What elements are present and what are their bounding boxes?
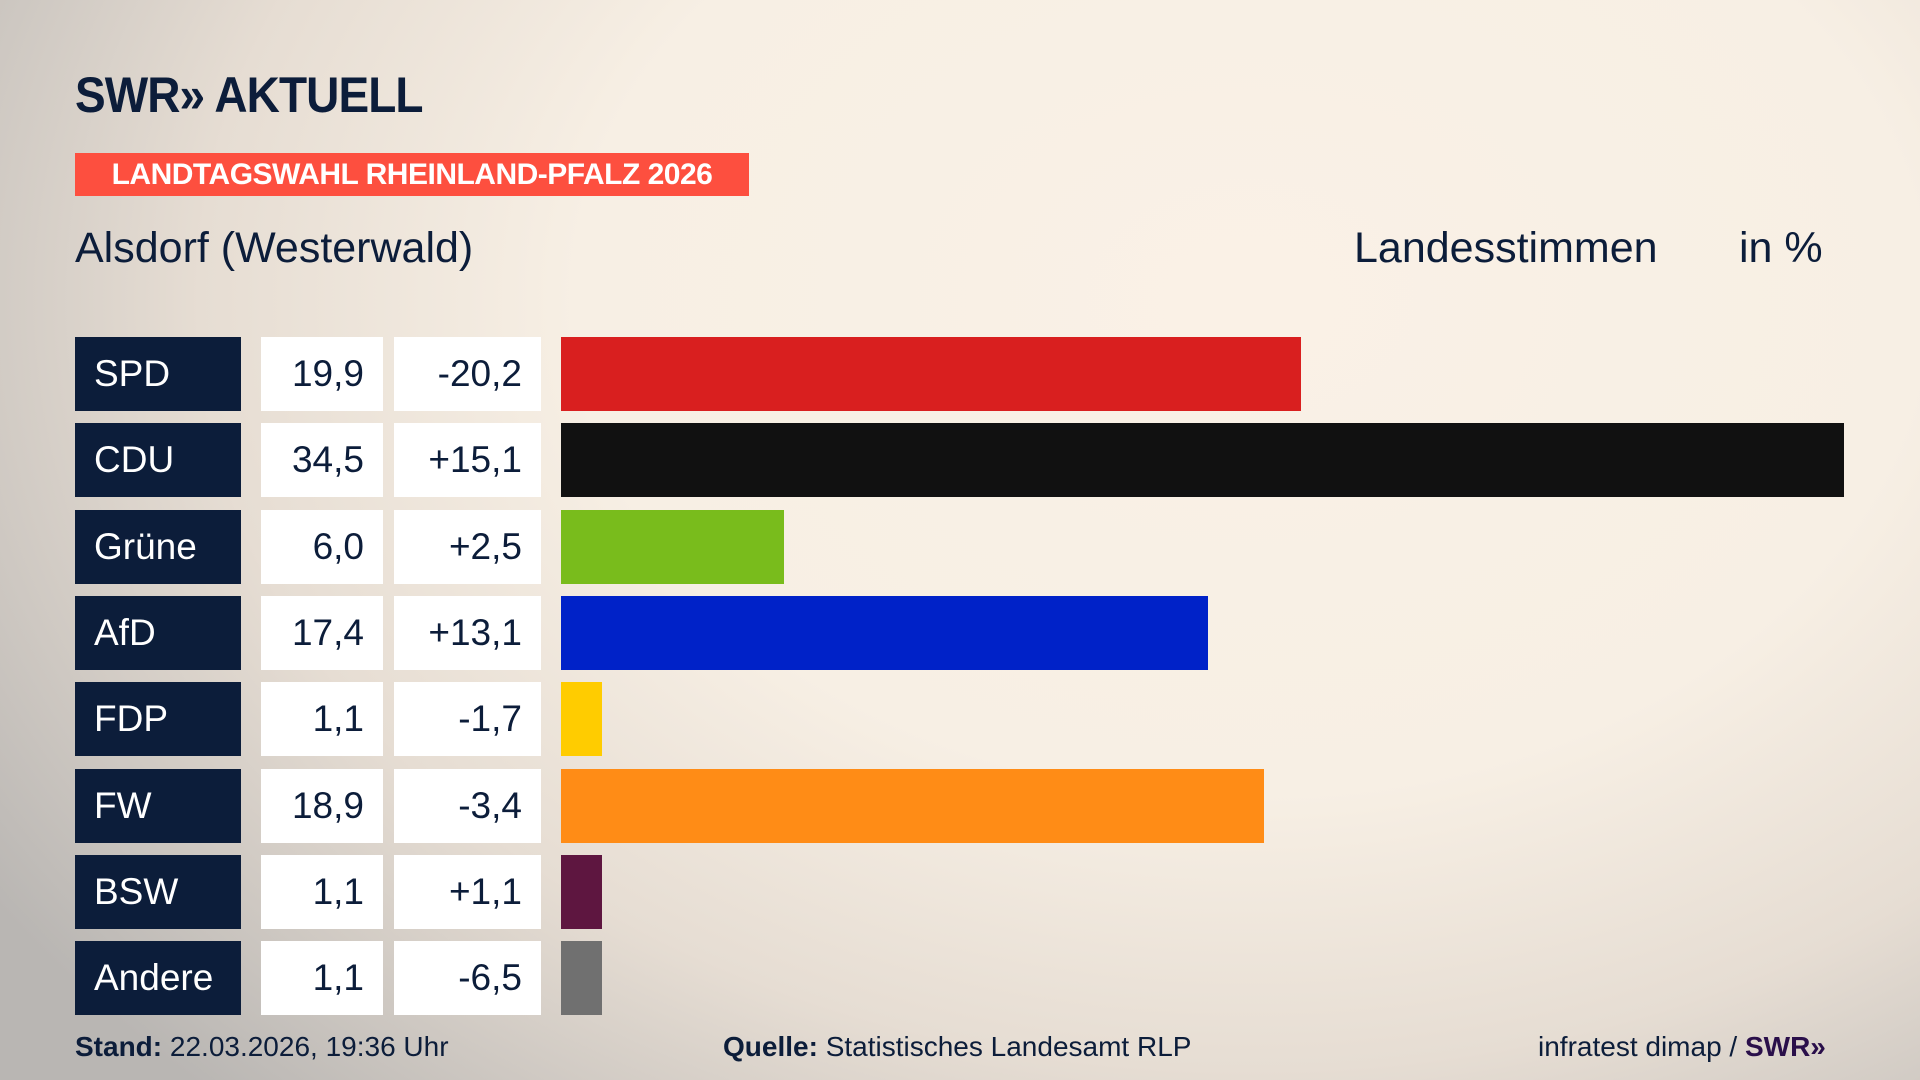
vote-change: +15,1 [394,423,541,498]
unit-label: in % [1739,224,1823,272]
vote-change: +2,5 [394,509,541,584]
credit-text: infratest dimap / [1538,1031,1738,1062]
party-label: AfD [75,595,241,670]
vote-share: 17,4 [261,595,383,670]
vote-share: 6,0 [261,509,383,584]
party-label: FDP [75,682,241,757]
location-title: Alsdorf (Westerwald) [75,224,474,272]
vote-change: +13,1 [394,595,541,670]
vote-share: 1,1 [261,854,383,929]
vote-share: 18,9 [261,768,383,843]
bar-andere [561,941,602,1016]
bar-spd [561,337,1302,411]
bar-afd [561,595,1209,670]
party-label: SPD [75,337,241,411]
vote-type-label: Landesstimmen [1354,224,1658,272]
bar-fdp [561,682,602,757]
bar-fw [561,768,1264,843]
vote-change: -3,4 [394,768,541,843]
vote-share: 19,9 [261,337,383,411]
source: Quelle: Statistisches Landesamt RLP [723,1030,1191,1064]
swr-aktuell-logo: SWR» AKTUELL [75,67,423,123]
stand-value: 22.03.2026, 19:36 Uhr [169,1031,449,1062]
party-label: FW [75,768,241,843]
bar-grüne [561,509,785,584]
source-label: Quelle: [723,1031,818,1062]
party-label: Andere [75,941,241,1016]
vote-share: 1,1 [261,941,383,1016]
bar-cdu [561,423,1844,498]
vote-change: -20,2 [394,337,541,411]
party-label: Grüne [75,509,241,584]
swr-logo: SWR» [1744,1031,1826,1062]
party-label: CDU [75,423,241,498]
vote-share: 34,5 [261,423,383,498]
bar-bsw [561,854,602,929]
credit: infratest dimap / SWR» [1538,1030,1826,1064]
vote-change: -1,7 [394,682,541,757]
vote-change: +1,1 [394,854,541,929]
party-label: BSW [75,854,241,929]
election-banner: LANDTAGSWAHL RHEINLAND-PFALZ 2026 [75,153,749,196]
timestamp: Stand: 22.03.2026, 19:36 Uhr [75,1030,449,1064]
vote-share: 1,1 [261,682,383,757]
stand-label: Stand: [75,1031,163,1062]
source-value: Statistisches Landesamt RLP [825,1031,1192,1062]
vote-change: -6,5 [394,941,541,1016]
